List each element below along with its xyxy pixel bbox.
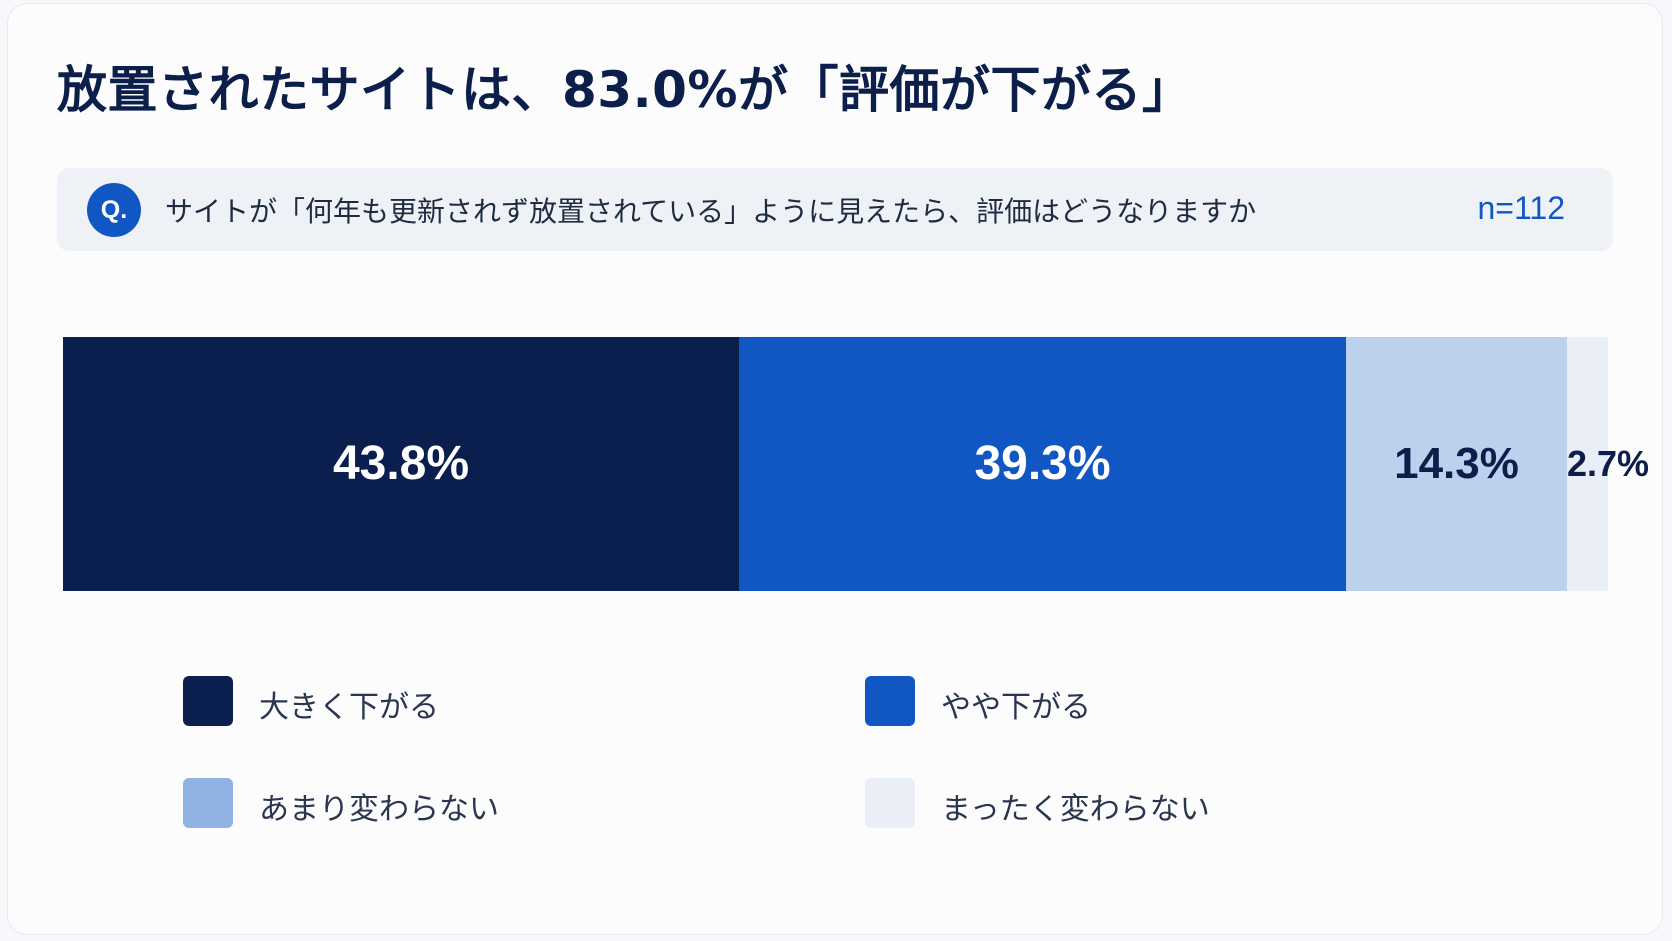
legend-label: やや下がる — [941, 690, 1091, 725]
bar-value-label-4: 2.7% — [1567, 337, 1649, 591]
bar-value-label-1: 43.8% — [332, 437, 470, 490]
chart-title: 放置されたサイトは、83.0%が「評価が下がる」 — [57, 61, 1193, 119]
legend-label: まったく変わらない — [941, 792, 1210, 827]
bar-segment-2 — [739, 337, 1346, 591]
question-badge-icon: Q. — [87, 183, 141, 237]
legend-label: 大きく下がる — [259, 690, 439, 725]
question-box: Q. サイトが「何年も更新されず放置されている」ように見えたら、評価はどうなりま… — [57, 168, 1613, 251]
legend-swatch — [865, 778, 915, 828]
legend-swatch — [183, 778, 233, 828]
legend-label: あまり変わらない — [259, 792, 499, 827]
bar-segment-4 — [1567, 337, 1608, 591]
question-text: サイトが「何年も更新されず放置されている」ように見えたら、評価はどうなりますか — [165, 195, 1257, 228]
bar-value-label-2: 39.3% — [974, 437, 1111, 490]
sample-size: n=112 — [1477, 190, 1566, 226]
legend-swatch — [865, 676, 915, 726]
legend-swatch — [183, 676, 233, 726]
bar-value-label-3: 14.3% — [1394, 439, 1519, 488]
bar-segment-1 — [63, 337, 739, 591]
stacked-bar: 43.8% 39.3% 14.3% 2.7% — [63, 337, 1649, 591]
bar-segment-3 — [1346, 337, 1567, 591]
